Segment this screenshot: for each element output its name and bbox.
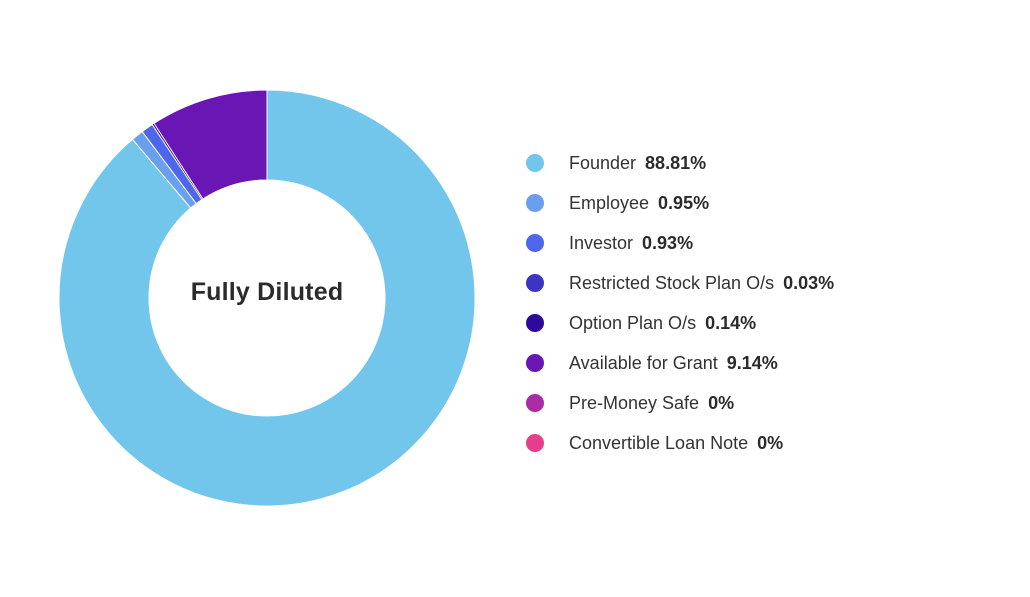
legend-value: 0% bbox=[757, 432, 784, 453]
legend-dot-restricted-stock-plan-o-s bbox=[526, 274, 544, 292]
legend-label: Available for Grant bbox=[569, 352, 718, 373]
legend-item-founder[interactable]: Founder 88.81% bbox=[526, 143, 834, 183]
legend-dot-founder bbox=[526, 154, 544, 172]
legend-label: Pre-Money Safe bbox=[569, 392, 700, 413]
donut-center-label: Fully Diluted bbox=[190, 278, 344, 306]
legend-label: Employee bbox=[569, 192, 650, 213]
legend-item-restricted-stock-plan-o-s[interactable]: Restricted Stock Plan O/s 0.03% bbox=[526, 263, 834, 303]
legend-value: 0% bbox=[708, 392, 735, 413]
legend-dot-employee bbox=[526, 194, 544, 212]
legend-label: Restricted Stock Plan O/s bbox=[569, 272, 775, 293]
legend-dot-pre-money-safe bbox=[526, 394, 544, 412]
legend-label: Founder bbox=[569, 152, 637, 173]
chart-legend: Founder 88.81% Employee 0.95% Investor 0.93% R… bbox=[526, 143, 834, 463]
legend-label: Option Plan O/s bbox=[569, 312, 697, 333]
legend-value: 0.14% bbox=[705, 312, 757, 333]
legend-dot-available-for-grant bbox=[526, 354, 544, 372]
legend-item-investor[interactable]: Investor 0.93% bbox=[526, 223, 834, 263]
donut-slice-available-for-grant[interactable] bbox=[153, 89, 268, 200]
legend-item-available-for-grant[interactable]: Available for Grant 9.14% bbox=[526, 343, 834, 383]
legend-dot-convertible-loan-note bbox=[526, 434, 544, 452]
legend-value: 0.03% bbox=[783, 272, 835, 293]
legend-item-pre-money-safe[interactable]: Pre-Money Safe 0% bbox=[526, 383, 834, 423]
legend-item-convertible-loan-note[interactable]: Convertible Loan Note 0% bbox=[526, 423, 834, 463]
legend-value: 0.95% bbox=[658, 192, 710, 213]
legend-item-employee[interactable]: Employee 0.95% bbox=[526, 183, 834, 223]
legend-value: 88.81% bbox=[645, 152, 707, 173]
legend-value: 0.93% bbox=[642, 232, 694, 253]
legend-label: Convertible Loan Note bbox=[569, 432, 749, 453]
donut-slice-founder[interactable] bbox=[58, 89, 476, 507]
legend-value: 9.14% bbox=[726, 352, 778, 373]
legend-dot-option-plan-o-s bbox=[526, 314, 544, 332]
legend-label: Investor bbox=[569, 232, 634, 253]
legend-item-option-plan-o-s[interactable]: Option Plan O/s 0.14% bbox=[526, 303, 834, 343]
legend-dot-investor bbox=[526, 234, 544, 252]
